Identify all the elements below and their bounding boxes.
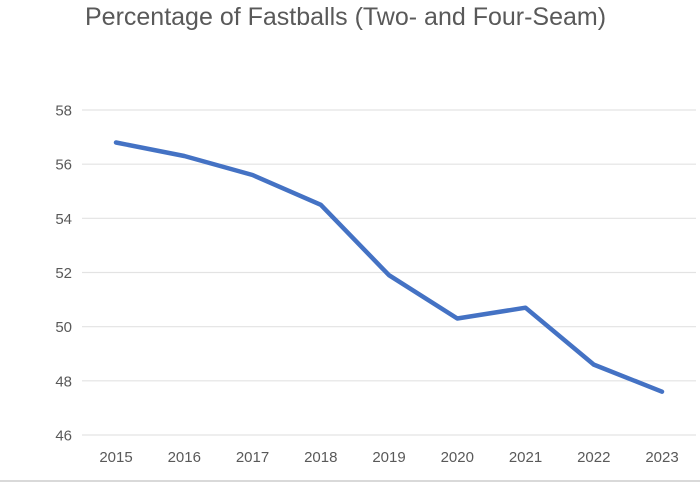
bottom-border <box>0 480 700 482</box>
x-axis-tick-label: 2021 <box>509 449 542 466</box>
x-axis-tick-label: 2020 <box>441 449 474 466</box>
x-axis-tick-label: 2023 <box>645 449 678 466</box>
x-axis-tick-label: 2017 <box>236 449 269 466</box>
y-axis-tick-label: 56 <box>55 157 72 174</box>
chart-title: Percentage of Fastballs (Two- and Four-S… <box>85 3 607 31</box>
x-axis-tick-label: 2018 <box>304 449 337 466</box>
x-axis-tick-label: 2016 <box>168 449 201 466</box>
x-axis-tick-label: 2022 <box>577 449 610 466</box>
y-axis-tick-label: 46 <box>55 428 72 445</box>
y-axis-tick-label: 52 <box>55 265 72 282</box>
fastball-percentage-line <box>113 140 665 394</box>
x-axis-tick-label: 2015 <box>99 449 132 466</box>
y-axis-tick-label: 54 <box>55 211 72 228</box>
y-axis-tick-label: 58 <box>55 103 72 120</box>
y-axis-tick-label: 50 <box>55 319 72 336</box>
y-axis-tick-label: 48 <box>55 373 72 390</box>
x-axis-tick-label: 2019 <box>372 449 405 466</box>
